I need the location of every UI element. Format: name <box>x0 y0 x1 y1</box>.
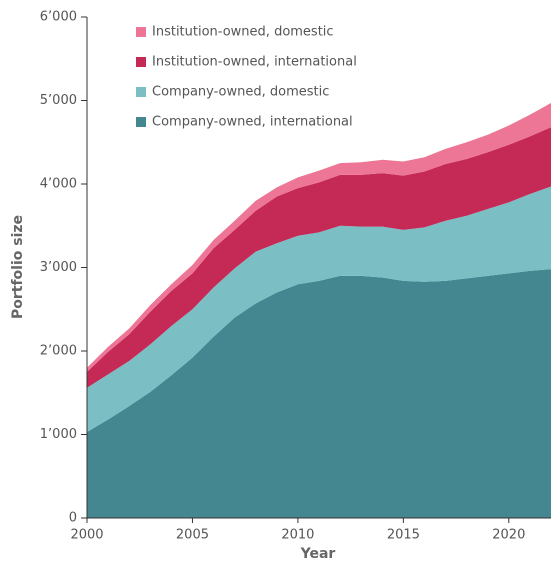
area <box>87 269 551 518</box>
x-tick-label: 2010 <box>281 528 314 543</box>
legend-label: Company-owned, domestic <box>152 85 329 100</box>
x-tick-label: 2005 <box>176 528 209 543</box>
y-tick-label: 4’000 <box>40 177 77 192</box>
x-tick-label: 2000 <box>70 528 103 543</box>
x-axis-label: Year <box>300 546 336 562</box>
y-tick-label: 5’000 <box>40 93 77 108</box>
legend-swatch <box>136 27 146 37</box>
area <box>87 127 551 388</box>
area <box>87 186 551 432</box>
legend-swatch <box>136 87 146 97</box>
y-tick-label: 3’000 <box>40 260 77 275</box>
y-tick-label: 6’000 <box>40 10 77 25</box>
legend-label: Institution-owned, domestic <box>152 25 334 40</box>
legend-swatch <box>136 57 146 67</box>
y-axis-label: Portfolio size <box>10 215 26 319</box>
area <box>87 103 551 372</box>
y-tick-label: 2’000 <box>40 344 77 359</box>
legend-label: Institution-owned, international <box>152 55 357 70</box>
x-tick-label: 2015 <box>387 528 420 543</box>
legend-swatch <box>136 117 146 127</box>
legend-label: Company-owned, international <box>152 115 353 130</box>
y-tick-label: 1’000 <box>40 427 77 442</box>
x-tick-label: 2020 <box>492 528 525 543</box>
y-tick-label: 0 <box>69 511 77 526</box>
